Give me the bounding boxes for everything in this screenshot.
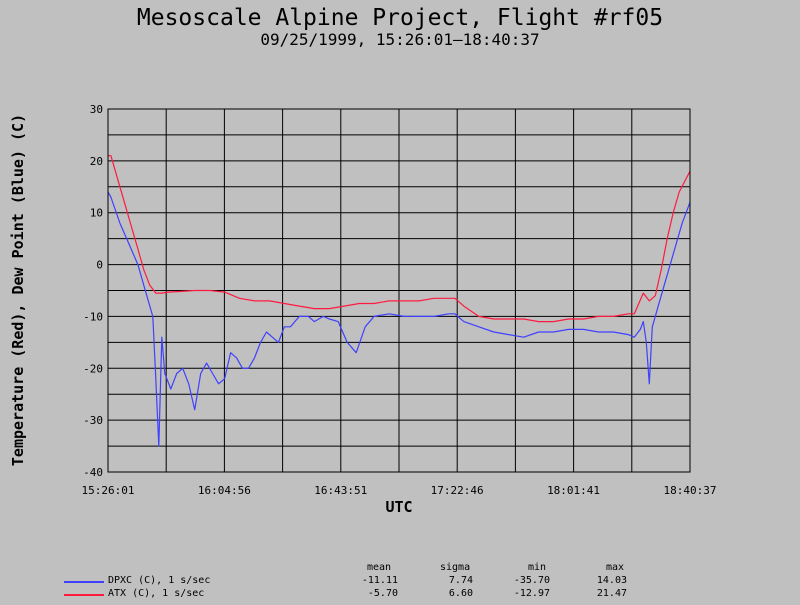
stats-legend: mean sigma min max DPXC (C), 1 s/sec -11… bbox=[0, 562, 800, 605]
legend-label-atx: ATX (C), 1 s/sec bbox=[108, 588, 205, 599]
stat-mean-dpxc: -11.11 bbox=[361, 575, 398, 586]
series-group bbox=[107, 155, 691, 447]
stat-min-dpxc: -35.70 bbox=[513, 575, 550, 586]
y-tick-label: 10 bbox=[90, 207, 103, 220]
y-tick-label: -20 bbox=[83, 362, 103, 375]
stat-max-atx: 21.47 bbox=[596, 588, 627, 599]
y-tick-label: 20 bbox=[90, 155, 103, 168]
x-tick-labels: 15:26:01 16:04:56 16:43:51 17:22:46 18:01:41… bbox=[82, 484, 717, 497]
x-tick-label: 18:01:41 bbox=[547, 484, 600, 497]
stats-header-max: max bbox=[606, 562, 625, 573]
x-tick-label: 17:22:46 bbox=[431, 484, 484, 497]
y-tick-label: -10 bbox=[83, 310, 103, 323]
chart-svg: 30 20 10 0 -10 -20 -30 -40 15:26:01 16:04:56 16:4… bbox=[9, 103, 717, 516]
y-tick-label: 0 bbox=[96, 259, 103, 272]
stat-max-dpxc: 14.03 bbox=[596, 575, 627, 586]
legend-row-dpxc: DPXC (C), 1 s/sec -11.11 7.74 -35.70 14.… bbox=[0, 575, 800, 588]
legend-swatch-atx bbox=[64, 594, 104, 596]
chart-subtitle: 09/25/1999, 15:26:01–18:40:37 bbox=[260, 30, 540, 49]
x-tick-label: 18:40:37 bbox=[664, 484, 717, 497]
series-line-atx bbox=[108, 155, 691, 323]
x-tick-label: 15:26:01 bbox=[82, 484, 135, 497]
legend-swatch-dpxc bbox=[64, 581, 104, 583]
x-tick-label: 16:43:51 bbox=[314, 484, 367, 497]
y-tick-label: -30 bbox=[83, 414, 103, 427]
y-tick-label: -40 bbox=[83, 466, 103, 479]
stats-header-sigma: sigma bbox=[440, 562, 471, 573]
legend-label-dpxc: DPXC (C), 1 s/sec bbox=[108, 575, 211, 586]
series-line-dpxc bbox=[107, 191, 691, 447]
chart-title: Mesoscale Alpine Project, Flight #rf05 bbox=[136, 5, 664, 31]
stats-header-min: min bbox=[528, 562, 547, 573]
x-axis-label: UTC bbox=[385, 498, 412, 516]
stat-min-atx: -12.97 bbox=[513, 588, 550, 599]
x-tick-label: 16:04:56 bbox=[198, 484, 251, 497]
stat-mean-atx: -5.70 bbox=[367, 588, 398, 599]
y-tick-label: 30 bbox=[90, 103, 103, 116]
y-tick-labels: 30 20 10 0 -10 -20 -30 -40 bbox=[83, 103, 103, 479]
legend-row-atx: ATX (C), 1 s/sec -5.70 6.60 -12.97 21.47 bbox=[0, 588, 800, 601]
plot-frame bbox=[107, 108, 691, 473]
grid bbox=[108, 109, 690, 472]
stats-header-mean: mean bbox=[367, 562, 392, 573]
stat-sigma-atx: 6.60 bbox=[448, 588, 473, 599]
y-axis-label: Temperature (Red), Dew Point (Blue) (C) bbox=[9, 114, 27, 466]
stat-sigma-dpxc: 7.74 bbox=[448, 575, 473, 586]
